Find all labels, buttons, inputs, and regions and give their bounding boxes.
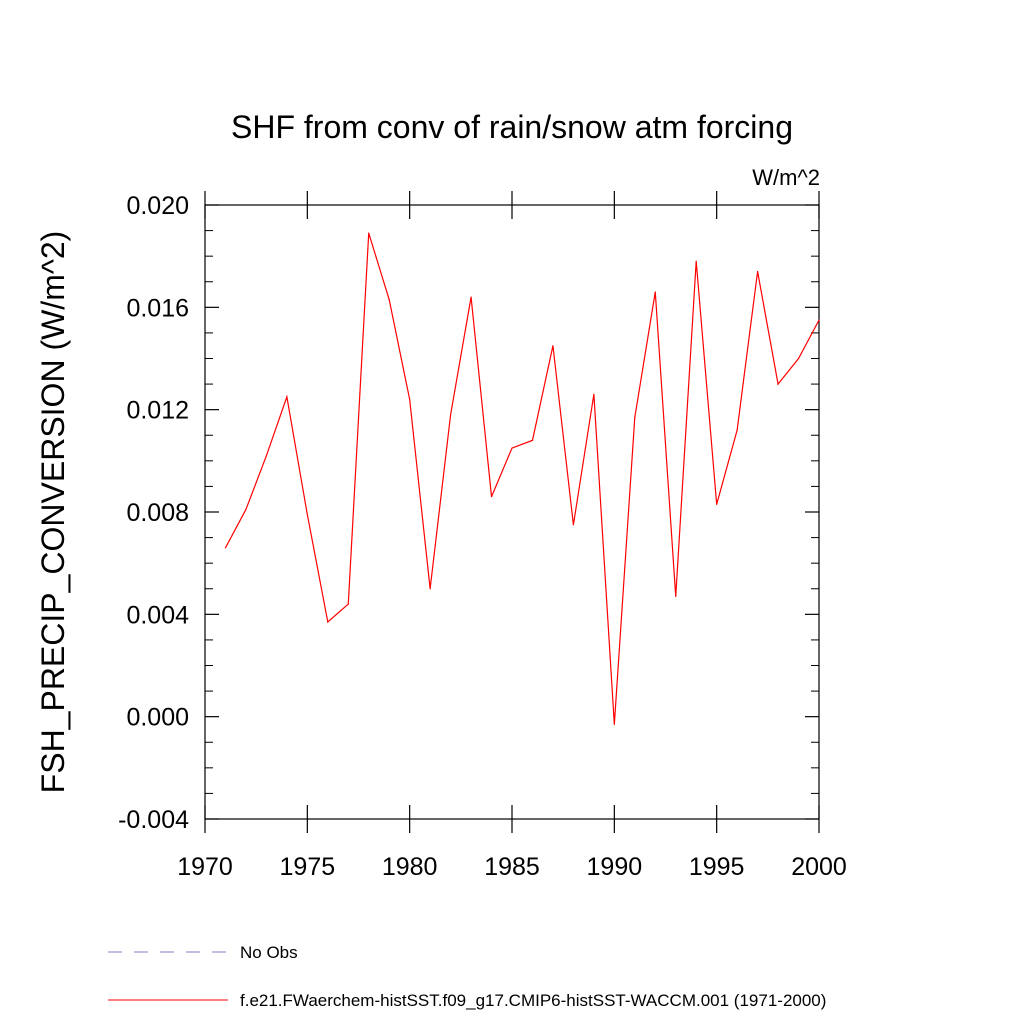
- series-layer: [224, 232, 820, 725]
- data-point: [716, 503, 718, 505]
- y-tick-label: 0.020: [126, 192, 189, 220]
- data-point: [286, 396, 288, 398]
- data-point: [695, 260, 697, 262]
- data-point: [347, 603, 349, 605]
- data-point: [429, 588, 431, 590]
- data-point: [634, 416, 636, 418]
- y-tick-label: 0.016: [126, 294, 189, 322]
- legend-label: f.e21.FWaerchem-histSST.f09_g17.CMIP6-hi…: [240, 991, 826, 1010]
- data-point: [511, 447, 513, 449]
- data-point: [777, 383, 779, 385]
- x-tick-label: 2000: [791, 853, 847, 881]
- legend: No Obs f.e21.FWaerchem-histSST.f09_g17.CM…: [108, 943, 826, 1010]
- y-tick-label: -0.004: [118, 806, 189, 834]
- data-point: [368, 232, 370, 234]
- data-point: [450, 414, 452, 416]
- data-point: [675, 595, 677, 598]
- data-point: [409, 398, 411, 401]
- data-point: [306, 513, 308, 516]
- data-point: [531, 439, 534, 441]
- data-point: [490, 496, 493, 498]
- data-point: [797, 357, 800, 360]
- legend-label: No Obs: [240, 943, 298, 962]
- y-axis: -0.004 0.000 0.004 0.008 0.012 0.016 0.020: [118, 192, 819, 834]
- data-point: [736, 429, 738, 431]
- x-tick-label: 1980: [382, 853, 438, 881]
- x-tick-label: 1970: [177, 853, 233, 881]
- chart-title: SHF from conv of rain/snow atm forcing: [231, 109, 793, 145]
- series-line: [224, 232, 820, 725]
- data-point: [388, 299, 390, 301]
- y-tick-label: 0.012: [126, 397, 189, 425]
- data-point: [327, 621, 329, 623]
- y-tick-label: 0.004: [126, 601, 189, 629]
- x-axis: 1970 1975 1980 1985 1990 1995 2000: [177, 191, 847, 881]
- data-point: [613, 723, 615, 725]
- x-tick-label: 1975: [280, 853, 336, 881]
- y-tick-label: 0.000: [126, 704, 189, 732]
- plot-frame: [204, 204, 820, 820]
- data-point: [818, 319, 820, 321]
- data-point: [757, 270, 759, 273]
- x-tick-label: 1985: [484, 853, 540, 881]
- data-point: [245, 508, 247, 511]
- data-point: [470, 296, 472, 298]
- data-point: [552, 345, 554, 347]
- data-point: [572, 524, 575, 526]
- data-point: [265, 455, 267, 457]
- units-label: W/m^2: [752, 165, 820, 190]
- x-tick-label: 1990: [587, 853, 643, 881]
- y-axis-label: FSH_PRECIP_CONVERSION (W/m^2): [35, 231, 71, 794]
- data-point: [224, 547, 227, 549]
- x-tick-label: 1995: [689, 853, 745, 881]
- y-tick-label: 0.008: [126, 499, 189, 527]
- data-point: [654, 291, 656, 293]
- data-point: [593, 393, 595, 395]
